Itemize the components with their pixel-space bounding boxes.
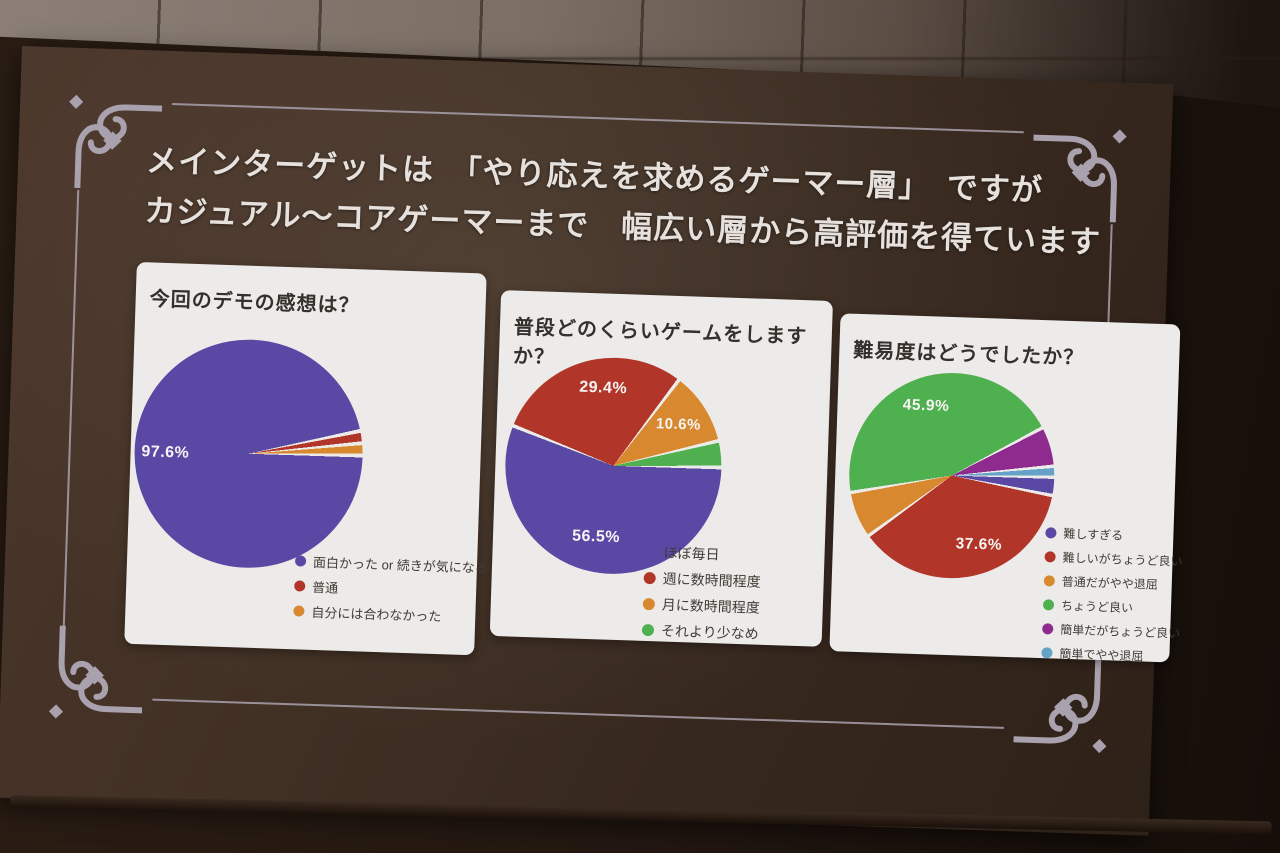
- pie-chart-area: 37.6% 45.9%: [845, 369, 1058, 582]
- legend-item: 面白かった or 続きが気になる: [294, 551, 488, 576]
- legend-label: 週に数時間程度: [662, 570, 761, 590]
- legend-color-dot: [1044, 551, 1056, 563]
- legend-item: 難しいがちょうど良い: [1044, 548, 1183, 570]
- pie-chart-difficulty: [845, 369, 1058, 582]
- chart-card-demo-impression: 今回のデモの感想は？ 97.6% 面白かった or 続きが気になる 普通 自分に…: [124, 261, 488, 656]
- legend-item: 自分には合わなかった: [293, 601, 486, 626]
- legend-label: 難しいがちょうど良い: [1062, 550, 1183, 569]
- corner-flourish-icon: [69, 94, 163, 191]
- legend-label: ほぼ毎日: [663, 544, 720, 563]
- frame-line-left: [62, 189, 80, 642]
- slide-title: メインターゲットは 「やり応えを求めるゲーマー層」 ですが カジュアル～コアゲー…: [144, 136, 1157, 270]
- legend-item: 簡単でやや退屈: [1041, 644, 1180, 666]
- pie-percent-label: 45.9%: [902, 396, 950, 415]
- legend-color-dot: [293, 605, 305, 617]
- projector-screen: メインターゲットは 「やり応えを求めるゲーマー層」 ですが カジュアル～コアゲー…: [0, 46, 1183, 836]
- legend-label: 自分には合わなかった: [311, 604, 442, 625]
- pie-percent-label: 56.5%: [571, 527, 621, 546]
- corner-flourish-icon: [48, 625, 145, 719]
- legend-color-dot: [294, 580, 306, 592]
- legend: 難しすぎる 難しいがちょうど良い 普通だがやや退屈 ちょうど良い 簡単だがちょう…: [1041, 524, 1184, 672]
- legend-item: 簡単だがちょうど良い: [1042, 620, 1181, 642]
- legend-item: ほぼ毎日: [644, 542, 762, 566]
- legend-color-dot: [1042, 599, 1055, 611]
- legend-color-dot: [642, 597, 656, 611]
- legend-label: 面白かった or 続きが気になる: [312, 554, 488, 576]
- legend-item: 普通だがやや退屈: [1043, 572, 1183, 594]
- corner-flourish-icon: [1013, 657, 1107, 754]
- legend-item: それより少なめ: [641, 620, 760, 644]
- chart-card-play-frequency: 普段どのくらいゲームをしますか？ 56.5% 29.4% 10.6% ほぼ毎日 …: [489, 290, 833, 650]
- chart-card-difficulty: 難易度はどうでしたか？ 37.6% 45.9% 難しすぎる 難しいがちょうど良い…: [829, 313, 1183, 664]
- chart-title: 今回のデモの感想は？: [149, 288, 360, 318]
- legend-item: 月に数時間程度: [642, 594, 761, 618]
- legend-item: 難しすぎる: [1045, 524, 1184, 546]
- legend-label: それより少なめ: [660, 622, 759, 642]
- frame-line-top: [172, 103, 1024, 134]
- legend-color-dot: [641, 623, 655, 637]
- legend: 面白かった or 続きが気になる 普通 自分には合わなかった: [293, 551, 488, 632]
- legend-label: 月に数時間程度: [661, 596, 761, 616]
- legend-label: 普通: [311, 579, 339, 596]
- legend-label: 簡単でやや退屈: [1059, 646, 1144, 664]
- legend-item: ちょうど良い: [1042, 596, 1182, 618]
- legend: ほぼ毎日 週に数時間程度 月に数時間程度 それより少なめ: [641, 542, 761, 650]
- legend-color-dot: [644, 545, 657, 559]
- legend-color-dot: [1043, 575, 1056, 587]
- pie-percent-label: 10.6%: [655, 415, 702, 434]
- pie-percent-label: 37.6%: [955, 535, 1003, 554]
- pie-percent-label: 97.6%: [141, 443, 190, 462]
- legend-color-dot: [294, 555, 307, 567]
- legend-color-dot: [643, 571, 656, 585]
- legend-label: 難しすぎる: [1063, 526, 1124, 543]
- legend-label: ちょうど良い: [1060, 598, 1134, 616]
- legend-color-dot: [1042, 623, 1054, 635]
- frame-line-bottom: [152, 698, 1004, 729]
- pie-percent-label: 29.4%: [578, 378, 628, 397]
- corner-flourish-icon: [1030, 129, 1127, 223]
- legend-label: 簡単だがちょうど良い: [1059, 622, 1181, 641]
- legend-item: 普通: [294, 576, 487, 601]
- legend-color-dot: [1041, 647, 1053, 659]
- legend-item: 週に数時間程度: [643, 568, 761, 592]
- chart-title: 難易度はどうでしたか？: [852, 339, 1085, 370]
- legend-label: 普通だがやや退屈: [1061, 574, 1159, 592]
- pie-chart-area: 97.6%: [130, 336, 367, 572]
- legend-color-dot: [1045, 527, 1057, 539]
